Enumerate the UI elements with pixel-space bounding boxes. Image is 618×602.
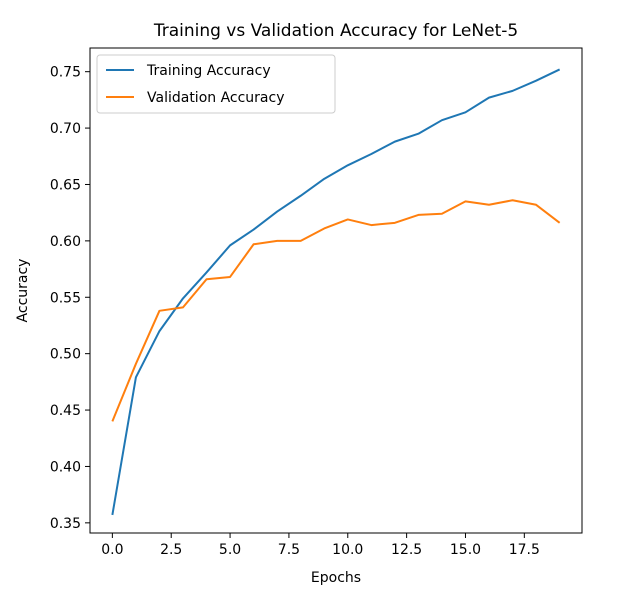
plot-border — [89, 47, 583, 534]
x-tick-label: 0.0 — [101, 542, 123, 558]
chart-title: Training vs Validation Accuracy for LeNe… — [153, 21, 518, 41]
x-tick-label: 12.5 — [391, 542, 422, 558]
y-tick-label: 0.70 — [50, 121, 81, 137]
series-layer — [111, 68, 561, 516]
legend: Training Accuracy Validation Accuracy — [96, 54, 336, 114]
x-tick-label: 7.5 — [278, 542, 300, 558]
y-tick-label: 0.45 — [50, 403, 81, 419]
legend-box — [96, 54, 336, 114]
x-tick-label: 15.0 — [450, 542, 481, 558]
legend-label-training-accuracy: Training Accuracy — [146, 63, 271, 79]
x-tick-label: 10.0 — [332, 542, 363, 558]
y-tick-label: 0.75 — [50, 65, 81, 81]
y-axis: 0.35 0.40 0.45 0.50 0.55 0.60 0.65 0.70 0.75 — [50, 65, 90, 532]
series-line-validation-accuracy — [111, 199, 561, 422]
series-line-training-accuracy — [111, 68, 561, 516]
y-tick-label: 0.65 — [50, 177, 81, 193]
x-axis: 0.0 2.5 5.0 7.5 10.0 12.5 15.0 17.5 — [101, 533, 540, 558]
y-tick-label: 0.35 — [50, 516, 81, 532]
legend-label-validation-accuracy: Validation Accuracy — [147, 90, 285, 106]
plot-frame — [89, 47, 583, 534]
y-tick-label: 0.60 — [50, 234, 81, 250]
y-tick-label: 0.55 — [50, 290, 81, 306]
x-axis-title: Epochs — [311, 570, 361, 586]
x-tick-label: 2.5 — [160, 542, 182, 558]
x-tick-label: 5.0 — [219, 542, 241, 558]
y-axis-title: Accuracy — [15, 259, 31, 323]
y-tick-label: 0.50 — [50, 347, 81, 363]
x-tick-label: 17.5 — [509, 542, 540, 558]
y-tick-label: 0.40 — [50, 459, 81, 475]
